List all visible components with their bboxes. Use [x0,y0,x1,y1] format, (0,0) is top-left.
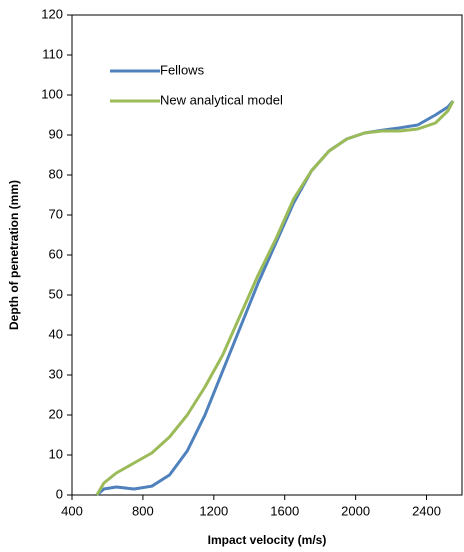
y-tick-label: 40 [49,326,63,341]
legend-label: Fellows [160,62,205,77]
y-tick-label: 0 [56,486,63,501]
y-tick-label: 30 [49,366,63,381]
y-tick-label: 120 [41,6,63,21]
data-line [95,100,455,497]
y-axis-title: Depth of penetration (mm) [7,180,21,330]
legend-label: New analytical model [160,92,283,107]
y-tick-label: 90 [49,126,63,141]
x-axis-title: Impact velocity (m/s) [208,533,327,547]
y-tick-label: 50 [49,286,63,301]
x-tick-label: 1200 [199,503,228,518]
y-tick-label: 70 [49,206,63,221]
x-tick-label: 2000 [341,503,370,518]
x-tick-label: 800 [132,503,154,518]
data-line [95,100,455,496]
y-tick-label: 10 [49,446,63,461]
x-tick-label: 2400 [412,503,441,518]
y-tick-label: 20 [49,406,63,421]
y-tick-label: 80 [49,166,63,181]
y-tick-label: 100 [41,86,63,101]
y-tick-label: 60 [49,246,63,261]
x-tick-label: 400 [61,503,83,518]
y-tick-label: 110 [42,46,63,61]
x-tick-label: 1600 [270,503,299,518]
